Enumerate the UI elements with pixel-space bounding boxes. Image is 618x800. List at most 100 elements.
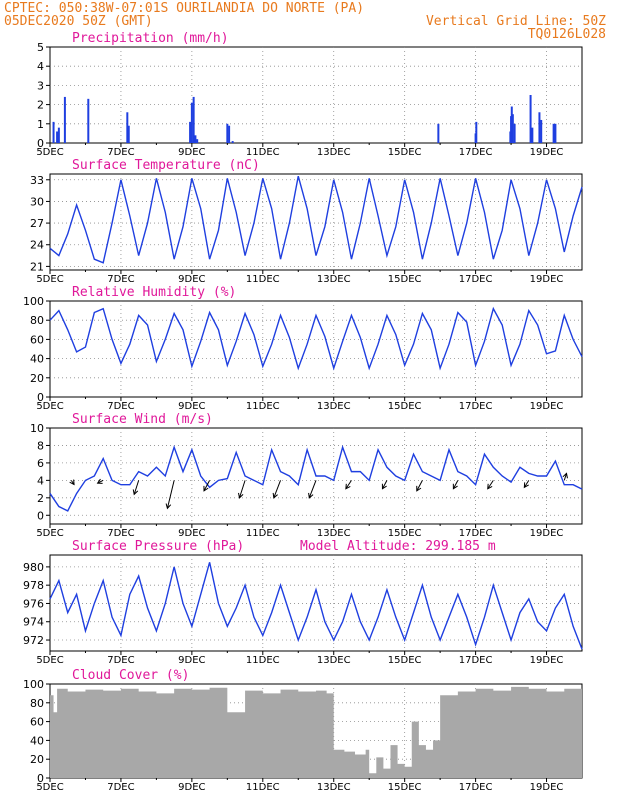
x-tick-label: 13DEC [317, 655, 351, 666]
pressure-series-line [49, 562, 583, 650]
wind-arrow-head [345, 483, 351, 490]
wind-arrow-head [381, 483, 387, 490]
x-tick-label: 9DEC [178, 782, 205, 793]
y-tick-label: 80 [30, 314, 44, 327]
precip-bar [529, 95, 532, 143]
wind-arrow [487, 480, 494, 490]
y-tick-label: 972 [23, 634, 44, 647]
x-tick-label: 13DEC [317, 782, 351, 793]
x-tick-label: 13DEC [317, 147, 351, 158]
wind-arrow [308, 480, 317, 499]
wind-arrow [272, 480, 282, 499]
x-tick-label: 15DEC [388, 147, 422, 158]
x-tick-label: 7DEC [107, 274, 134, 285]
wind-arrow-shaft [416, 480, 423, 492]
x-tick-label: 17DEC [459, 401, 493, 412]
wind-arrow [452, 480, 459, 490]
x-tick-label: 9DEC [178, 655, 205, 666]
wind-arrow [345, 480, 352, 490]
precip-bar [196, 139, 199, 143]
y-tick-label: 3 [37, 79, 44, 92]
wind-arrow-shaft [382, 480, 388, 489]
precip-bar [57, 127, 60, 143]
header-location: CPTEC: 050:38W-07:01S OURILANDIA DO NORT… [4, 1, 364, 16]
wind-arrow-head [203, 485, 209, 492]
precip-bar [531, 127, 534, 143]
x-tick-label: 7DEC [107, 401, 134, 412]
precip-bar [127, 125, 130, 143]
x-tick-label: 9DEC [178, 528, 205, 539]
wind-arrow-shaft [487, 480, 494, 490]
x-tick-label: 19DEC [530, 274, 564, 285]
x-tick-label: 9DEC [178, 274, 205, 285]
y-tick-label: 30 [30, 195, 44, 208]
x-tick-label: 17DEC [459, 147, 493, 158]
wind-arrow-head [96, 478, 103, 484]
x-tick-label: 17DEC [459, 782, 493, 793]
precip-bar [190, 102, 193, 143]
wind-arrow [523, 480, 530, 489]
precip-bar [475, 121, 478, 143]
x-tick-label: 11DEC [246, 274, 280, 285]
y-tick-label: 4 [37, 60, 44, 73]
precip-bar [538, 112, 541, 143]
precip-bar [437, 123, 440, 143]
wind-arrow-head [487, 483, 493, 490]
wind-arrow-shaft [273, 480, 282, 499]
panel-title: Cloud Cover (%) [72, 668, 189, 683]
panel-frame [49, 300, 583, 398]
wind-arrow-shaft [133, 480, 140, 495]
wind-arrow [96, 478, 104, 484]
wind-arrow-head [132, 489, 139, 496]
x-tick-label: 7DEC [107, 782, 134, 793]
y-tick-label: 980 [23, 561, 44, 574]
y-tick-label: 21 [30, 260, 44, 273]
x-tick-label: 11DEC [246, 782, 280, 793]
x-tick-label: 11DEC [246, 147, 280, 158]
wind-arrow [562, 472, 568, 481]
x-tick-label: 19DEC [530, 655, 564, 666]
x-tick-label: 7DEC [107, 655, 134, 666]
panel-title: Precipitation (mm/h) [72, 31, 229, 46]
panel-rh: 5DEC 7DEC 9DEC 11DEC 13DEC 15DEC 17DEC 19DEC 0 20… [23, 285, 583, 412]
precip-bar [510, 106, 513, 143]
y-tick-label: 20 [30, 372, 44, 385]
x-tick-label: 5DEC [36, 782, 63, 793]
precip-bar [228, 125, 231, 143]
y-tick-label: 2 [37, 492, 44, 505]
y-tick-label: 10 [30, 422, 44, 435]
precip-bar [231, 141, 234, 143]
header-grid-note: Vertical Grid Line: 50Z [426, 14, 606, 29]
y-tick-label: 100 [23, 678, 44, 691]
precip-bar [52, 121, 55, 143]
y-tick-label: 0 [37, 772, 44, 785]
wind-arrow-shaft [563, 473, 567, 481]
x-tick-label: 15DEC [388, 401, 422, 412]
x-tick-label: 5DEC [36, 274, 63, 285]
precip-bar [540, 119, 543, 143]
panel-title: Surface Temperature (nC) [72, 158, 260, 173]
precip-bar [87, 98, 90, 143]
wind-arrow-head [523, 482, 529, 489]
x-tick-label: 13DEC [317, 401, 351, 412]
x-tick-label: 5DEC [36, 147, 63, 158]
precip-bar [63, 96, 66, 143]
cloud-area [50, 686, 582, 778]
precip-bar [194, 135, 197, 143]
y-tick-label: 40 [30, 353, 44, 366]
panel-title: Relative Humidity (%) [72, 285, 236, 300]
precip-bar [511, 114, 514, 143]
rh-series-line [49, 306, 583, 371]
precip-bar [513, 123, 516, 143]
y-tick-label: 24 [30, 239, 44, 252]
wind-arrow-shaft [345, 480, 352, 490]
precip-bar [226, 123, 229, 143]
wind-arrow [132, 480, 140, 496]
x-tick-label: 19DEC [530, 401, 564, 412]
y-tick-label: 0 [37, 509, 44, 522]
y-tick-label: 60 [30, 716, 44, 729]
wind-arrow [203, 480, 211, 492]
panel-pressure: 5DEC 7DEC 9DEC 11DEC 13DEC 15DEC 17DEC 19DEC 972… [23, 539, 583, 666]
y-tick-label: 976 [23, 597, 44, 610]
wind-arrow [165, 480, 175, 510]
